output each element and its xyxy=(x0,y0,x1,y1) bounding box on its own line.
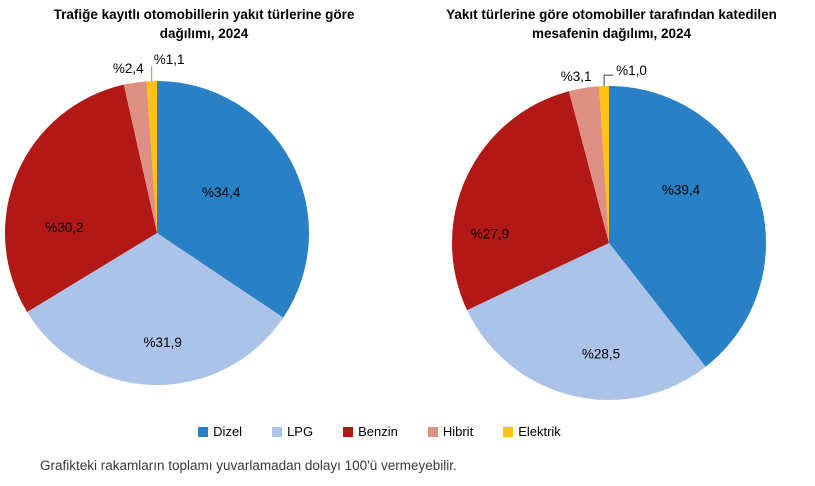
pie-slice-hibrit xyxy=(123,81,157,233)
pie-right: %39,4 %28,5 %27,9 %3,1 %1,0 xyxy=(452,63,767,401)
pie-slice-elektrik xyxy=(146,80,157,233)
title-line: dağılımı, 2024 xyxy=(159,26,249,41)
legend-swatch-benzin xyxy=(343,426,354,437)
slice-label-benzin: %30,2 xyxy=(45,220,83,235)
legend-item-dizel: Dizel xyxy=(198,424,242,439)
legend-item-lpg: LPG xyxy=(272,424,313,439)
slice-label-elektrik: %1,0 xyxy=(616,63,647,78)
pie-slice-dizel xyxy=(157,81,310,318)
title-line: Yakıt türlerine göre otomobiller tarafın… xyxy=(446,7,777,22)
slice-label-benzin: %27,9 xyxy=(471,227,509,242)
legend-label: LPG xyxy=(287,424,314,439)
pie-chart-registered-cars: Trafiğe kayıtlı otomobillerin yakıt türl… xyxy=(0,0,408,422)
slice-label-hibrit: %3,1 xyxy=(561,69,592,84)
legend-label: Elektrik xyxy=(518,424,561,439)
legend-item-elektrik: Elektrik xyxy=(503,424,561,439)
slice-label-dizel: %34,4 xyxy=(202,185,241,200)
pie-slice-benzin xyxy=(5,84,158,313)
slice-label-lpg: %31,9 xyxy=(144,335,182,350)
legend-swatch-hibrit xyxy=(427,426,438,437)
legend-item-benzin: Benzin xyxy=(343,424,398,439)
legend-swatch-elektrik xyxy=(503,426,514,437)
pie-slice-hibrit xyxy=(568,86,609,243)
legend-label: Dizel xyxy=(213,424,243,439)
slice-label-dizel: %39,4 xyxy=(662,182,701,197)
pie-slice-elektrik xyxy=(599,86,609,243)
slice-label-hibrit: %2,4 xyxy=(113,61,144,76)
legend-swatch-dizel xyxy=(198,426,209,437)
pie-left: %34,4 %31,9 %30,2 %2,4 %1,1 xyxy=(5,52,310,386)
pie-slice-lpg xyxy=(467,243,706,401)
legend: Dizel LPG Benzin Hibrit Elektrik xyxy=(0,424,759,439)
chart-title-left: Trafiğe kayıtlı otomobillerin yakıt türl… xyxy=(2,5,406,48)
charts-row: Trafiğe kayıtlı otomobillerin yakıt türl… xyxy=(0,0,815,422)
pie-slice-benzin xyxy=(452,91,609,311)
legend-label: Benzin xyxy=(358,424,398,439)
slice-label-lpg: %28,5 xyxy=(582,347,620,362)
leader-line xyxy=(603,74,614,87)
legend-item-hibrit: Hibrit xyxy=(427,424,474,439)
title-line: mesafenin dağılımı, 2024 xyxy=(531,26,692,41)
footnote: Grafikteki rakamların toplamı yuvarlamad… xyxy=(40,458,457,473)
pie-slice-lpg xyxy=(27,233,284,386)
pie-slice-dizel xyxy=(609,86,767,367)
chart-title-right: Yakıt türlerine göre otomobiller tarafın… xyxy=(410,5,813,48)
legend-label: Hibrit xyxy=(442,424,474,439)
legend-swatch-lpg xyxy=(272,426,283,437)
slice-label-elektrik: %1,1 xyxy=(154,52,185,67)
title-line: Trafiğe kayıtlı otomobillerin yakıt türl… xyxy=(53,7,355,22)
pie-chart-distance-travelled: Yakıt türlerine göre otomobiller tarafın… xyxy=(408,0,815,422)
